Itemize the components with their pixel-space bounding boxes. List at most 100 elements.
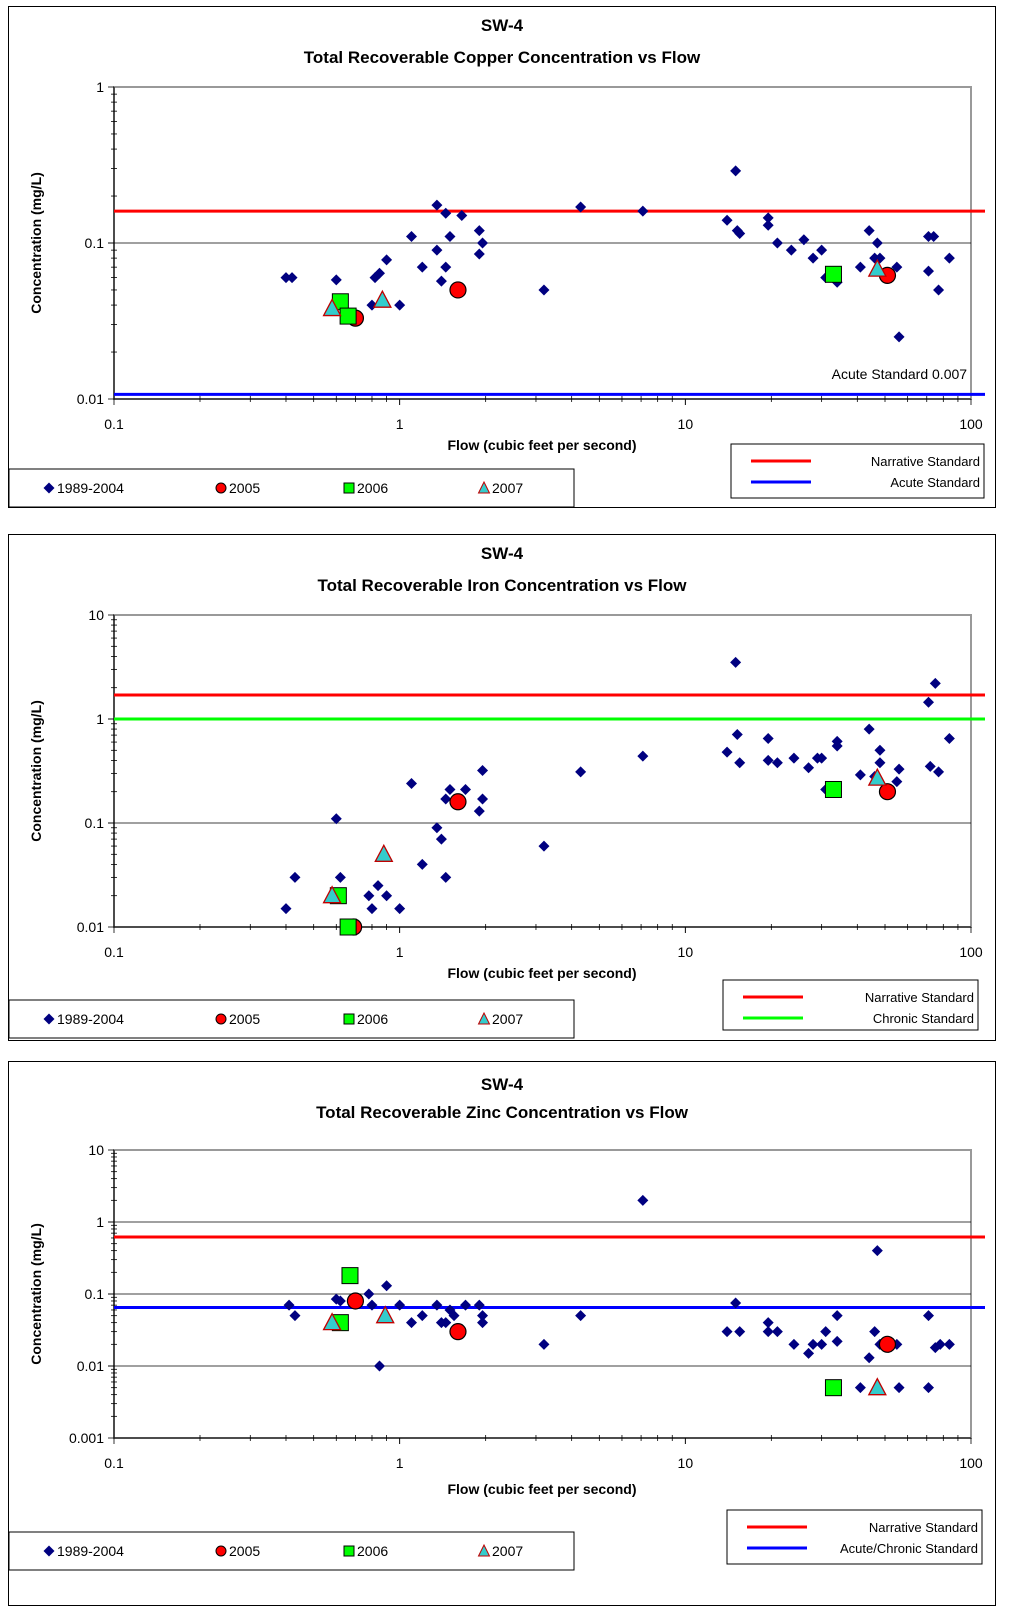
data-point — [444, 231, 456, 243]
series-2007 — [322, 767, 887, 904]
data-point — [803, 1347, 815, 1359]
data-point — [339, 918, 357, 936]
data-point — [867, 1377, 887, 1396]
data-point — [473, 805, 485, 817]
data-point — [289, 1310, 301, 1322]
y-tick-label: 0.01 — [77, 1358, 104, 1374]
data-point — [923, 1382, 935, 1394]
data-point — [381, 890, 393, 902]
data-point — [893, 763, 905, 775]
data-point — [863, 1352, 875, 1364]
x-tick-label: 1 — [396, 416, 404, 432]
data-point — [803, 762, 815, 774]
iron-chart: SW-4 Total Recoverable Iron Concentration… — [9, 544, 985, 1039]
chart-title-line1: SW-4 — [481, 16, 524, 35]
data-point — [459, 1299, 471, 1311]
data-point — [831, 740, 843, 752]
data-point — [874, 757, 886, 769]
data-point — [575, 766, 587, 778]
data-point — [929, 677, 941, 689]
y-axis-label: Concentration (mg/L) — [28, 1223, 44, 1365]
data-point — [477, 1310, 489, 1322]
legend-label: 1989-2004 — [57, 1543, 124, 1559]
data-point — [322, 298, 342, 317]
data-point — [477, 793, 489, 805]
legend-line-label: Chronic Standard — [873, 1011, 974, 1026]
series-1989-2004 — [280, 656, 955, 915]
legend-entry-1989-2004: 1989-2004 — [43, 1011, 124, 1027]
data-point — [637, 205, 649, 217]
legend-entry-2005: 2005 — [215, 1543, 260, 1559]
series-2007 — [322, 1305, 887, 1396]
data-point — [280, 903, 292, 915]
data-point — [381, 254, 393, 266]
data-point — [734, 757, 746, 769]
data-point — [339, 307, 357, 325]
data-point — [878, 1335, 897, 1353]
data-point — [575, 201, 587, 213]
data-point — [854, 1382, 866, 1394]
legend-label: 2005 — [229, 1011, 260, 1027]
x-tick-label: 0.1 — [104, 416, 124, 432]
chart-title-line2: Total Recoverable Copper Concentration v… — [304, 48, 701, 67]
data-point — [381, 1280, 393, 1292]
y-tick-label: 0.1 — [85, 1286, 105, 1302]
legend-marker — [477, 1543, 491, 1557]
legend-label: 1989-2004 — [57, 1011, 124, 1027]
data-point — [816, 244, 828, 256]
data-point — [924, 760, 936, 772]
legend-marker — [343, 482, 355, 494]
data-point — [322, 885, 342, 904]
data-point — [289, 871, 301, 883]
data-point — [863, 225, 875, 237]
data-point — [538, 284, 550, 296]
legend-entry-2007: 2007 — [477, 1011, 523, 1027]
data-point — [788, 752, 800, 764]
legend-marker — [343, 1013, 355, 1025]
data-point — [366, 1299, 378, 1311]
legend-marker — [215, 1545, 227, 1557]
legend-label: 2006 — [357, 1543, 388, 1559]
legend-marker — [477, 1011, 491, 1025]
data-point — [721, 746, 733, 758]
data-point — [891, 776, 903, 788]
legend-entry-2005: 2005 — [215, 1011, 260, 1027]
legend-marker — [43, 1013, 55, 1025]
zinc-chart-panel: SW-4 Total Recoverable Zinc Concentration… — [8, 1061, 996, 1606]
legend-entry-2006: 2006 — [343, 1011, 388, 1027]
data-point — [405, 1317, 417, 1329]
data-point — [431, 1299, 443, 1311]
data-point — [538, 840, 550, 852]
legend-label: 2006 — [357, 1011, 388, 1027]
data-point — [762, 732, 774, 744]
data-point — [807, 1338, 819, 1350]
data-point — [807, 252, 819, 264]
data-point — [923, 696, 935, 708]
y-tick-label: 0.001 — [69, 1430, 104, 1446]
y-axis-label: Concentration (mg/L) — [28, 172, 44, 314]
data-point — [372, 289, 392, 308]
data-point — [341, 1267, 359, 1285]
data-point — [928, 231, 940, 243]
data-point — [477, 764, 489, 776]
data-point — [854, 261, 866, 273]
legend-label: 2007 — [492, 480, 523, 496]
legend-entry-2007: 2007 — [477, 480, 523, 496]
legend-marker — [215, 1013, 227, 1025]
data-point — [477, 1317, 489, 1329]
x-tick-label: 1 — [396, 1455, 404, 1471]
data-point — [280, 272, 292, 284]
data-point — [869, 1326, 881, 1338]
data-point — [771, 757, 783, 769]
data-point — [435, 275, 447, 287]
data-point — [798, 234, 810, 246]
series-legend — [9, 468, 575, 507]
legend-entry-1989-2004: 1989-2004 — [43, 1543, 124, 1559]
data-point — [923, 1310, 935, 1322]
x-tick-label: 10 — [678, 1455, 694, 1471]
data-point — [637, 1194, 649, 1206]
data-point — [762, 1317, 774, 1329]
data-point — [816, 752, 828, 764]
data-point — [871, 237, 883, 249]
legend-marker — [477, 480, 491, 494]
